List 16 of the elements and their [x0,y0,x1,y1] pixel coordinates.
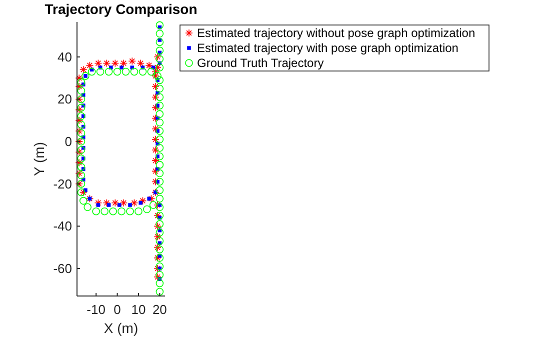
y-tick-label: 20 [58,92,72,107]
x-tick-label: 0 [114,302,121,317]
x-tick-label: -10 [86,302,106,317]
y-axis-title: Y (m) [31,142,47,176]
y-tick-label: -60 [53,260,72,276]
legend-label: Estimated trajectory with pose graph optimization [197,41,458,55]
y-tick-label: -20 [53,176,72,192]
x-tick-label: 20 [152,302,167,317]
legend-label: Ground Truth Trajectory [197,56,324,70]
chart-title: Trajectory Comparison [44,1,198,17]
y-tick-label: 0 [64,134,72,150]
x-axis-title: X (m) [104,320,138,336]
y-tick-label: 40 [58,49,72,64]
x-tick-label: 10 [131,302,146,317]
legend-label: Estimated trajectory without pose graph optimization [197,26,476,40]
y-tick-label: -40 [53,218,72,234]
